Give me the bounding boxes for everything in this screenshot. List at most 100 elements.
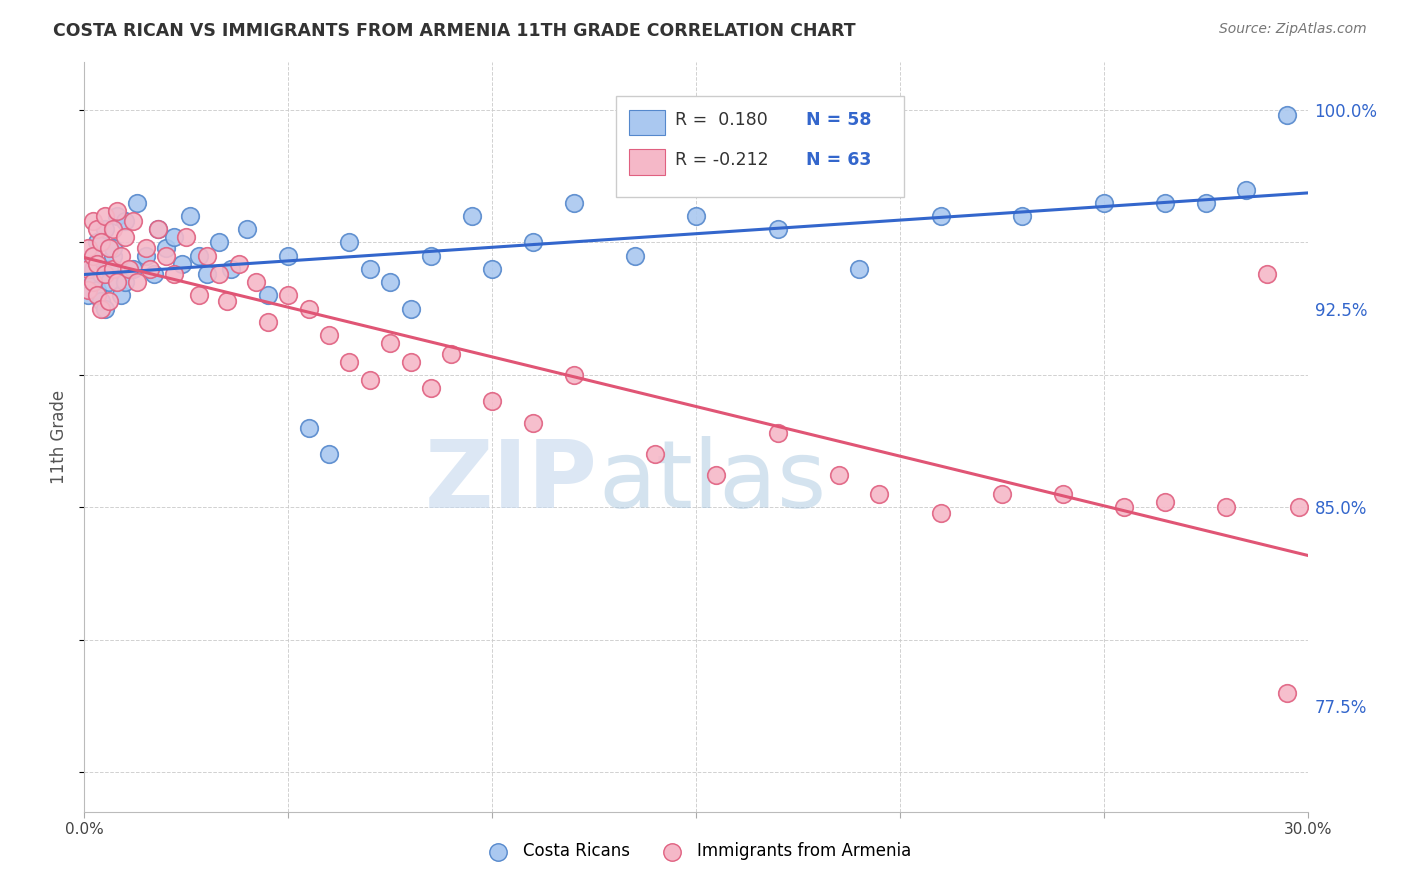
Point bbox=[82, 249, 104, 263]
Point bbox=[127, 195, 149, 210]
Point bbox=[77, 257, 100, 271]
Point bbox=[86, 222, 108, 236]
Point bbox=[318, 447, 340, 461]
Point bbox=[97, 275, 120, 289]
Point bbox=[195, 267, 218, 281]
Point bbox=[929, 506, 952, 520]
Point bbox=[208, 267, 231, 281]
Point bbox=[77, 262, 100, 277]
Point bbox=[219, 262, 242, 277]
Point bbox=[440, 347, 463, 361]
Point bbox=[420, 249, 443, 263]
Text: ZIP: ZIP bbox=[425, 436, 598, 528]
Point bbox=[110, 249, 132, 263]
Point bbox=[848, 262, 870, 277]
Point bbox=[101, 241, 124, 255]
Point bbox=[114, 230, 136, 244]
Point bbox=[1256, 267, 1278, 281]
Point bbox=[1288, 500, 1310, 515]
Bar bbox=[628, 149, 665, 175]
Point bbox=[481, 262, 503, 277]
Text: N = 63: N = 63 bbox=[806, 151, 872, 169]
Bar bbox=[628, 110, 665, 135]
Point bbox=[991, 487, 1014, 501]
Point bbox=[97, 293, 120, 308]
Text: Source: ZipAtlas.com: Source: ZipAtlas.com bbox=[1219, 22, 1367, 37]
Point bbox=[142, 267, 165, 281]
Point bbox=[86, 288, 108, 302]
Text: COSTA RICAN VS IMMIGRANTS FROM ARMENIA 11TH GRADE CORRELATION CHART: COSTA RICAN VS IMMIGRANTS FROM ARMENIA 1… bbox=[53, 22, 856, 40]
Point bbox=[562, 195, 585, 210]
Point bbox=[399, 301, 422, 316]
Point bbox=[90, 293, 112, 308]
Point bbox=[86, 257, 108, 271]
Point bbox=[172, 257, 194, 271]
Y-axis label: 11th Grade: 11th Grade bbox=[51, 390, 69, 484]
Point bbox=[93, 209, 115, 223]
Text: R = -0.212: R = -0.212 bbox=[675, 151, 769, 169]
Point bbox=[93, 222, 115, 236]
Point bbox=[318, 328, 340, 343]
Point bbox=[208, 235, 231, 250]
Point bbox=[122, 214, 145, 228]
Point bbox=[766, 222, 789, 236]
Point bbox=[187, 249, 209, 263]
Point bbox=[339, 354, 361, 368]
Point bbox=[257, 288, 280, 302]
Point bbox=[1011, 209, 1033, 223]
Point bbox=[122, 262, 145, 277]
Point bbox=[105, 209, 128, 223]
Point bbox=[90, 301, 112, 316]
Point bbox=[359, 373, 381, 387]
Point bbox=[93, 267, 115, 281]
Point bbox=[114, 275, 136, 289]
Point bbox=[114, 214, 136, 228]
Point bbox=[245, 275, 267, 289]
Point bbox=[766, 426, 789, 441]
Point bbox=[97, 262, 120, 277]
Point bbox=[644, 447, 666, 461]
Point bbox=[90, 235, 112, 250]
Point bbox=[217, 293, 239, 308]
Point bbox=[127, 275, 149, 289]
Point bbox=[1052, 487, 1074, 501]
Point bbox=[118, 262, 141, 277]
Point bbox=[1154, 495, 1177, 509]
Point bbox=[522, 416, 544, 430]
Point bbox=[86, 235, 108, 250]
Point bbox=[101, 249, 124, 263]
Point bbox=[163, 230, 186, 244]
Point bbox=[77, 269, 100, 284]
Text: R =  0.180: R = 0.180 bbox=[675, 112, 768, 129]
Point bbox=[146, 222, 169, 236]
Point bbox=[187, 288, 209, 302]
Point bbox=[685, 209, 707, 223]
Point bbox=[420, 381, 443, 395]
Point bbox=[110, 288, 132, 302]
Point bbox=[1277, 685, 1299, 699]
Point bbox=[163, 267, 186, 281]
Point bbox=[101, 262, 124, 277]
Point bbox=[135, 249, 157, 263]
Point bbox=[706, 468, 728, 483]
Point bbox=[101, 222, 124, 236]
Point bbox=[82, 275, 104, 289]
Point bbox=[298, 421, 321, 435]
Point bbox=[359, 262, 381, 277]
Point bbox=[86, 283, 108, 297]
Point bbox=[174, 230, 197, 244]
Point bbox=[461, 209, 484, 223]
Point bbox=[146, 222, 169, 236]
Point bbox=[77, 241, 100, 255]
Point bbox=[380, 275, 402, 289]
Point bbox=[339, 235, 361, 250]
Point bbox=[155, 249, 177, 263]
Point bbox=[277, 288, 299, 302]
Point bbox=[1236, 182, 1258, 196]
Point bbox=[380, 336, 402, 351]
Point bbox=[298, 301, 321, 316]
Point bbox=[90, 267, 112, 281]
Point bbox=[257, 315, 280, 329]
Point bbox=[828, 468, 851, 483]
Point bbox=[624, 249, 647, 263]
